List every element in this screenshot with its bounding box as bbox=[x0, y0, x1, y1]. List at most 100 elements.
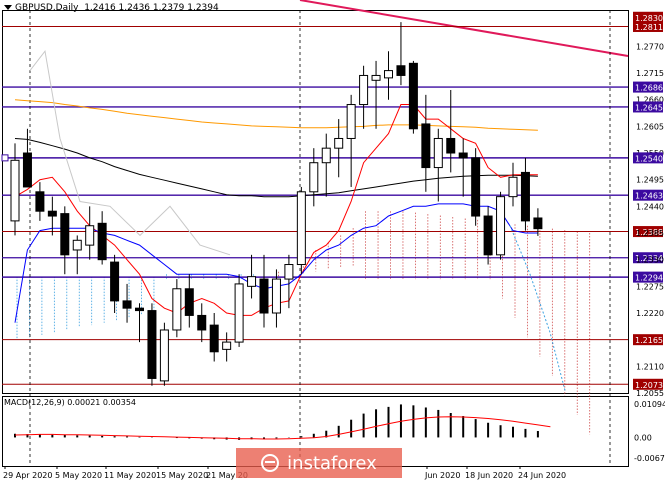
candle[interactable] bbox=[334, 137, 344, 149]
price-tag: 1.2463 bbox=[635, 192, 663, 201]
mid-ma-line bbox=[14, 138, 538, 198]
price-tag: 1.2294 bbox=[635, 274, 663, 283]
candle[interactable] bbox=[72, 239, 82, 251]
candle[interactable] bbox=[471, 157, 481, 217]
time-axis-label: 29 Apr 2020 bbox=[3, 471, 52, 480]
time-axis-label: 5 May 2020 bbox=[55, 471, 102, 480]
logo-icon bbox=[261, 454, 280, 472]
price-tag-bg bbox=[633, 81, 663, 93]
candle[interactable] bbox=[496, 196, 506, 256]
price-axis-label: 1.2440 bbox=[636, 202, 664, 211]
price-tag: 1.2540 bbox=[635, 154, 663, 163]
candle[interactable] bbox=[359, 74, 369, 106]
price-tag-bg bbox=[633, 20, 663, 32]
macd-axis-label: 0.01094 bbox=[634, 400, 665, 409]
candle[interactable] bbox=[60, 213, 70, 256]
candle[interactable] bbox=[396, 65, 406, 76]
price-axis-label: 1.2275 bbox=[636, 282, 664, 291]
candle[interactable] bbox=[97, 222, 107, 261]
candle[interactable] bbox=[408, 62, 418, 130]
price-tag-bg bbox=[633, 334, 663, 346]
candle[interactable] bbox=[271, 278, 281, 314]
price-axis-label: 1.2110 bbox=[636, 362, 664, 371]
time-axis-label: 24 Jun 2020 bbox=[518, 471, 566, 480]
candle[interactable] bbox=[110, 261, 120, 302]
watermark-text: instaforex bbox=[287, 452, 377, 474]
macd-signal-line bbox=[14, 416, 551, 440]
candle[interactable] bbox=[247, 276, 257, 287]
price-axis-label: 1.2605 bbox=[636, 122, 664, 131]
candle[interactable] bbox=[520, 171, 530, 222]
price-tag: 1.2830 bbox=[635, 14, 663, 23]
price-tag-bg bbox=[633, 152, 663, 164]
price-tag: 1.2645 bbox=[635, 103, 663, 112]
time-axis-label: 15 May 2020 bbox=[156, 471, 208, 480]
time-axis-label: Jun 2020 bbox=[424, 471, 460, 480]
price-tag-bg bbox=[633, 252, 663, 264]
price-tag-bg bbox=[633, 11, 663, 23]
symbol-label: GBPUSD,Daily bbox=[15, 3, 79, 13]
candle[interactable] bbox=[421, 123, 431, 169]
candle[interactable] bbox=[10, 159, 20, 222]
candle[interactable] bbox=[197, 314, 207, 331]
time-axis-label: 18 Jun 2020 bbox=[465, 471, 513, 480]
price-axis-label: 1.2660 bbox=[636, 96, 664, 105]
candle[interactable] bbox=[209, 324, 219, 353]
candle[interactable] bbox=[35, 191, 45, 212]
price-tag-bg bbox=[633, 101, 663, 113]
chart-header: GBPUSD,Daily 1.2416 1.2436 1.2379 1.2394 bbox=[4, 3, 219, 13]
candle[interactable] bbox=[222, 341, 232, 350]
candle[interactable] bbox=[346, 104, 356, 139]
candle[interactable] bbox=[321, 147, 331, 164]
candle[interactable] bbox=[309, 162, 319, 193]
candle[interactable] bbox=[135, 307, 144, 312]
price-tag-bg bbox=[633, 378, 663, 390]
candle[interactable] bbox=[371, 74, 381, 81]
trendline bbox=[299, 0, 629, 57]
candle[interactable] bbox=[446, 137, 456, 154]
candle[interactable] bbox=[85, 225, 95, 246]
candle[interactable] bbox=[533, 217, 543, 230]
price-axis-label: 1.2055 bbox=[636, 389, 664, 398]
macd-header: MACD(12,26,9) 0.00021 0.00354 bbox=[4, 398, 137, 407]
price-tag-bg bbox=[633, 226, 663, 238]
candle[interactable] bbox=[234, 283, 244, 343]
price-axis-label: 1.2495 bbox=[636, 176, 664, 185]
price-tag: 1.2388 bbox=[635, 228, 663, 237]
candle[interactable] bbox=[47, 210, 57, 217]
candle[interactable] bbox=[122, 300, 132, 309]
candle[interactable] bbox=[147, 310, 157, 379]
candle[interactable] bbox=[296, 191, 306, 266]
slow-ma-line bbox=[14, 99, 538, 131]
time-axis-label: 11 May 2020 bbox=[104, 471, 156, 480]
lagging-line-blue bbox=[509, 225, 566, 391]
price-axis-label: 1.2220 bbox=[636, 309, 664, 318]
level-marker bbox=[1, 154, 9, 162]
price-pane-frame bbox=[2, 10, 629, 394]
candle[interactable] bbox=[458, 152, 468, 159]
candle[interactable] bbox=[184, 288, 194, 316]
price-tag: 1.2811 bbox=[635, 23, 663, 32]
triangle-down-icon[interactable] bbox=[4, 5, 12, 10]
candle[interactable] bbox=[22, 152, 32, 188]
candle[interactable] bbox=[159, 329, 169, 382]
price-axis-label: 1.2770 bbox=[636, 42, 664, 51]
candle[interactable] bbox=[384, 70, 393, 79]
candle[interactable] bbox=[259, 278, 269, 314]
candle[interactable] bbox=[483, 215, 493, 256]
macd-axis-label: 0.00 bbox=[634, 433, 652, 442]
candle[interactable] bbox=[433, 137, 443, 169]
candle[interactable] bbox=[284, 264, 294, 280]
price-axis-label: 1.2715 bbox=[636, 69, 664, 78]
candle[interactable] bbox=[508, 176, 518, 198]
lagging-line bbox=[29, 49, 231, 256]
ohlc-values: 1.2416 1.2436 1.2379 1.2394 bbox=[84, 3, 219, 13]
price-tag-bg bbox=[633, 271, 663, 283]
time-axis-label: 21 May 20 bbox=[206, 471, 248, 480]
price-tag: 1.2334 bbox=[635, 254, 663, 263]
price-tag: 1.2686 bbox=[635, 84, 663, 93]
macd-axis-label: -0.00673 bbox=[634, 454, 665, 463]
candle[interactable] bbox=[172, 288, 182, 331]
